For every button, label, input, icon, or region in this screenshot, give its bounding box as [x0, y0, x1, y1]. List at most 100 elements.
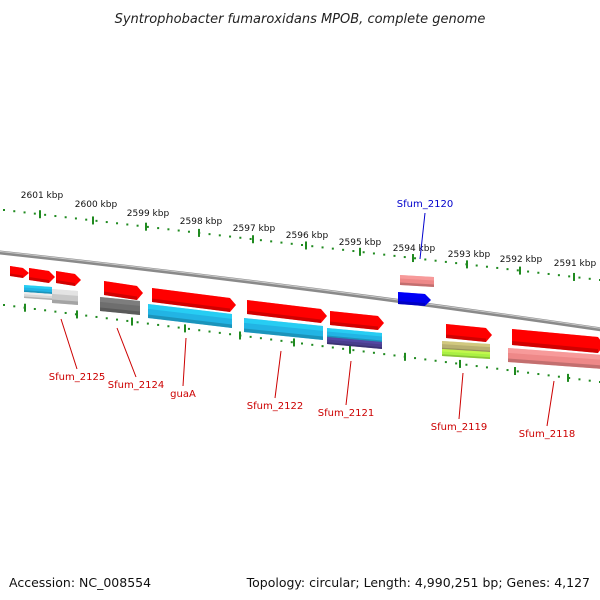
gene-sfum-2119-green[interactable] [442, 349, 490, 359]
inner-ruler-dot [218, 331, 221, 334]
gene-guaA-red[interactable] [152, 288, 236, 312]
inner-ruler-dot [280, 339, 283, 342]
inner-ruler-dot [455, 362, 458, 365]
gene-arrow-3[interactable] [56, 271, 81, 286]
gene-label-guaA[interactable]: guaA [170, 389, 196, 400]
inner-ruler-dot [157, 323, 160, 326]
inner-ruler-dot [229, 333, 232, 336]
outer-ruler-dot [95, 219, 98, 222]
scale-label-2601: 2601 kbp [21, 191, 64, 201]
gene-arrow-1[interactable] [10, 266, 29, 278]
outer-ruler-major-tick [145, 222, 147, 231]
gene-label-sfum-2120[interactable]: Sfum_2120 [397, 199, 453, 210]
outer-ruler-dot [208, 233, 211, 236]
outer-ruler-dot [54, 215, 57, 218]
inner-ruler-dot [290, 341, 293, 344]
inner-ruler-major-tick [293, 338, 295, 347]
gene-label-sfum-2118[interactable]: Sfum_2118 [519, 429, 575, 440]
outer-ruler-dot [249, 237, 252, 240]
outer-scale-ruler [3, 209, 600, 281]
gene-sfum-2125-gray[interactable] [52, 289, 78, 305]
outer-ruler-dot [167, 228, 170, 231]
outer-ruler-dot [3, 209, 5, 211]
outer-ruler-dot [578, 276, 581, 279]
gene-guaA-cyan[interactable] [148, 304, 232, 328]
accession-text: Accession: NC_008554 [9, 575, 151, 590]
gene-arrow-2124-red[interactable] [104, 281, 143, 300]
leader-sfum-2120 [419, 212, 426, 260]
inner-scale-ruler [3, 303, 600, 383]
outer-ruler-dot [116, 222, 119, 225]
inner-ruler-dot [506, 369, 509, 372]
outer-ruler-major-tick [412, 254, 414, 263]
outer-ruler-dot [321, 246, 324, 249]
outer-ruler-dot [434, 259, 437, 262]
inner-ruler-dot [342, 347, 345, 350]
inner-ruler-major-tick [459, 359, 461, 368]
gene-label-sfum-2122[interactable]: Sfum_2122 [247, 401, 303, 412]
outer-ruler-major-tick [39, 210, 41, 219]
outer-ruler-dot [105, 221, 108, 224]
outer-ruler-dot [331, 247, 334, 250]
gene-sfum-2119-red[interactable] [446, 324, 492, 342]
gene-sfum-2125-light[interactable] [24, 292, 52, 300]
inner-ruler-dot [146, 322, 149, 325]
outer-ruler-dot [74, 217, 77, 220]
outer-ruler-dot [44, 213, 47, 216]
gene-sfum-2122-red[interactable] [247, 300, 327, 323]
gene-sfum-2121-navy[interactable] [327, 337, 382, 349]
outer-ruler-dot [455, 262, 458, 265]
inner-ruler-dot [126, 319, 129, 322]
inner-ruler-dot [527, 371, 530, 374]
gene-label-sfum-2119[interactable]: Sfum_2119 [431, 422, 487, 433]
inner-ruler-dot [95, 315, 98, 318]
gene-label-sfum-2121[interactable]: Sfum_2121 [318, 408, 374, 419]
scale-label-2597: 2597 kbp [233, 224, 276, 234]
gene-sfum-2125-cyan[interactable] [24, 285, 52, 294]
gene-sfum-2118-red[interactable] [512, 329, 600, 353]
outer-ruler-dot [547, 272, 550, 275]
gene-arrow-2[interactable] [29, 268, 55, 283]
outer-ruler-dot [290, 242, 293, 245]
map-title: Syntrophobacter fumaroxidans MPOB, compl… [115, 12, 486, 27]
outer-ruler-dot [475, 264, 478, 267]
inner-ruler-dot [270, 338, 273, 341]
inner-ruler-dot [198, 329, 201, 332]
outer-ruler-dot [393, 254, 396, 257]
gene-label-sfum-2124[interactable]: Sfum_2124 [108, 380, 164, 391]
outer-ruler-dot [342, 248, 345, 251]
inner-ruler-dot [485, 366, 488, 369]
outer-ruler-dot [588, 277, 591, 280]
inner-ruler-dot [321, 345, 324, 348]
inner-ruler-major-tick [404, 352, 406, 361]
inner-ruler-dot [424, 358, 427, 361]
gene-sfum-2122-cyan[interactable] [244, 318, 323, 340]
outer-ruler-dot [218, 234, 221, 237]
outer-ruler-dot [64, 216, 67, 219]
outer-ruler-dot [23, 211, 26, 214]
outer-ruler-dot [311, 245, 314, 248]
gene-sfum-2120-blue[interactable] [398, 292, 431, 306]
inner-ruler-major-tick [131, 317, 133, 326]
outer-ruler-dot [527, 270, 530, 273]
outer-ruler-major-tick [573, 272, 575, 281]
inner-ruler-dot [177, 326, 180, 329]
gene-sfum-2121-red[interactable] [330, 311, 384, 330]
outer-ruler-dot [259, 239, 262, 242]
inner-ruler-dot [13, 305, 16, 308]
genome-summary-text: Topology: circular; Length: 4,990,251 bp… [246, 575, 590, 590]
gene-sfum-2124-gray[interactable] [100, 297, 140, 315]
outer-ruler-dot [352, 250, 355, 253]
gene-sfum-2118-pink[interactable] [508, 348, 600, 369]
inner-ruler-major-tick [24, 303, 26, 312]
inner-ruler-dot [136, 321, 139, 324]
inner-ruler-dot [352, 349, 355, 352]
outer-ruler-major-tick [359, 247, 361, 256]
gene-sfum-2120-pink[interactable] [400, 275, 434, 287]
outer-ruler-dot [372, 252, 375, 255]
gene-label-sfum-2125[interactable]: Sfum_2125 [49, 372, 105, 383]
inner-ruler-dot [44, 309, 47, 312]
inner-ruler-dot [85, 314, 88, 317]
inner-ruler-dot [187, 327, 190, 330]
